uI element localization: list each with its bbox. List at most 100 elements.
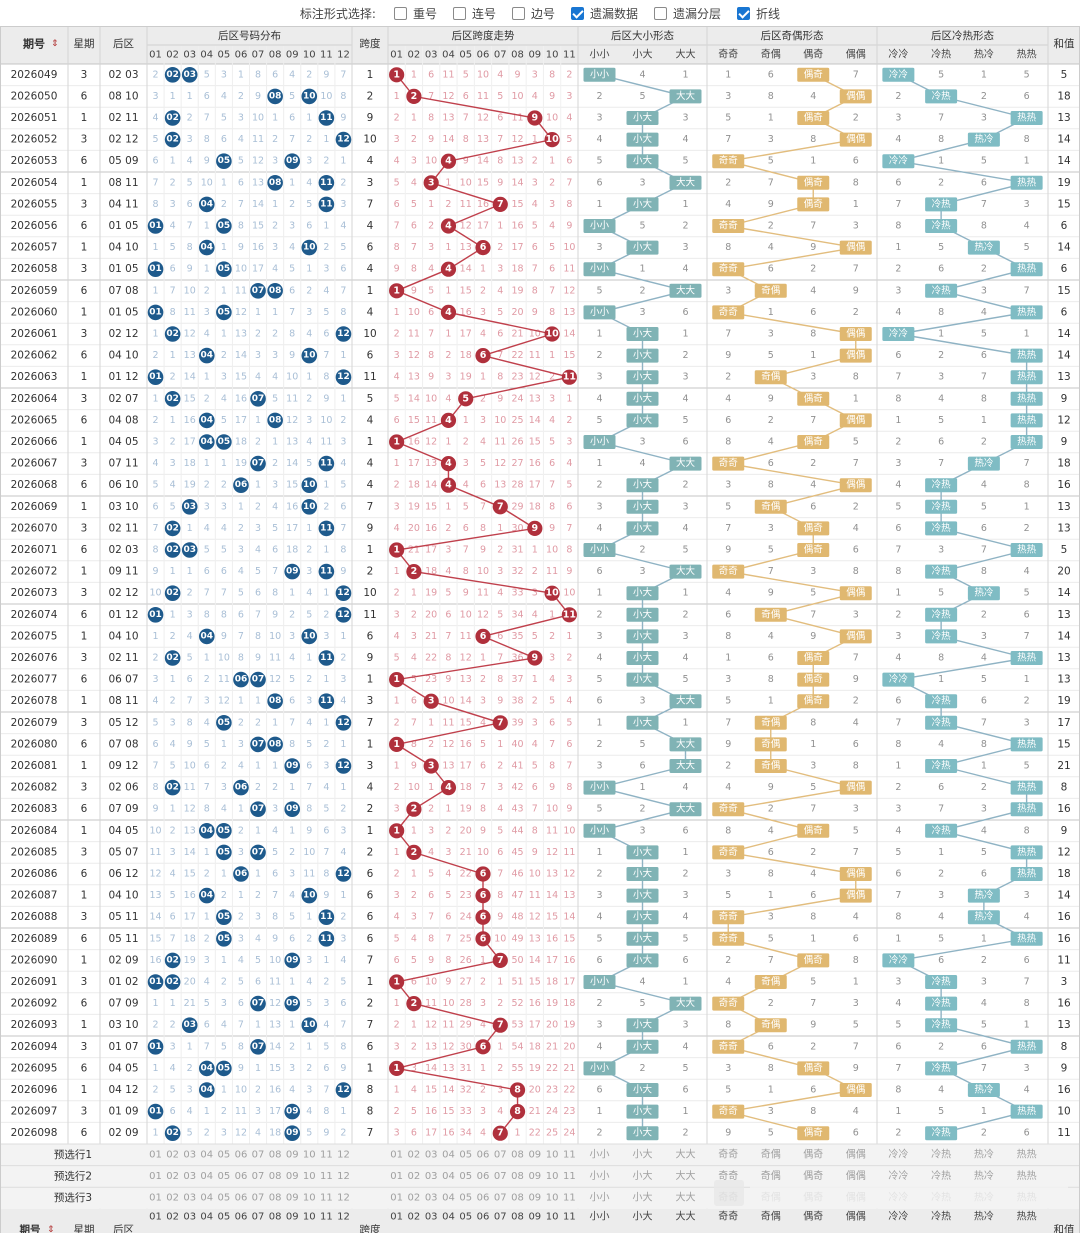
parity-omission: 5 — [853, 1020, 859, 1031]
parity-tag-label: 偶偶 — [846, 90, 865, 102]
omission-value: 9 — [340, 113, 346, 124]
option-1[interactable]: 连号 — [452, 5, 496, 22]
temp-tag-label: 冷冷 — [889, 328, 909, 340]
preselect-parity: 偶偶 — [846, 1169, 866, 1182]
period-header: 期号 — [23, 37, 45, 51]
checkbox-3[interactable] — [571, 6, 585, 20]
parity-omission: 9 — [810, 242, 816, 253]
option-5[interactable]: 折线 — [737, 5, 780, 22]
parity-omission: 3 — [725, 674, 731, 685]
span-omission: 13 — [408, 372, 420, 383]
parity-tag — [712, 305, 745, 320]
checkbox-0[interactable] — [393, 6, 407, 20]
period-cell: 2026056 — [11, 220, 58, 232]
temp-tag-label: 冷热 — [932, 997, 952, 1009]
omission-value: 2 — [289, 199, 295, 210]
omission-value: 4 — [204, 977, 210, 988]
parity-omission: 8 — [725, 437, 731, 448]
option-2[interactable]: 边号 — [512, 5, 555, 22]
size-tag — [669, 175, 702, 190]
size-omission: 6 — [682, 437, 688, 448]
option-0[interactable]: 重号 — [393, 5, 437, 22]
span-omission: 1 — [480, 264, 486, 275]
parity-label: 偶偶 — [846, 48, 866, 61]
sum-cell: 6 — [1061, 220, 1068, 232]
omission-value: 7 — [272, 566, 278, 577]
span-ball — [389, 1060, 405, 1076]
temp-omission: 3 — [981, 631, 987, 642]
back-ball — [267, 736, 283, 753]
omission-value: 5 — [170, 761, 176, 772]
back-ball — [301, 628, 318, 645]
group-header: 后区奇偶形态 — [761, 29, 824, 42]
checkbox-4[interactable] — [654, 6, 668, 20]
back-zone-cell: 01 05 — [108, 306, 138, 318]
span-omission: 12 — [529, 912, 541, 923]
sum-cell: 15 — [1057, 285, 1070, 297]
checkbox-5[interactable] — [737, 6, 751, 20]
span-ball — [492, 1125, 508, 1141]
back-zone-cell: 02 12 — [108, 134, 138, 146]
span-ball-number: 11 — [563, 609, 576, 620]
temp-omission: 3 — [981, 804, 987, 815]
span-omission: 4 — [532, 199, 538, 210]
span-omission: 29 — [460, 1020, 472, 1031]
temp-tag — [882, 953, 915, 968]
temp-omission: 5 — [981, 847, 987, 858]
size-omission: 2 — [682, 869, 688, 880]
omission-value: 4 — [289, 1085, 295, 1096]
omission-value: 3 — [323, 631, 329, 642]
span-ball — [423, 175, 439, 191]
temp-omission: 4 — [1024, 221, 1030, 232]
span-omission: 52 — [511, 998, 523, 1009]
span-omission: 2 — [411, 609, 417, 620]
temp-tag — [882, 67, 915, 82]
preselect-row-2[interactable]: 预选行2 01 02 03 04 05 06 07 08 09 10 11 12 01 02 03 04 05 06… — [54, 1169, 1037, 1183]
back-zone-cell: 04 08 — [108, 414, 138, 426]
omission-value: 1 — [187, 523, 193, 534]
checkbox-2[interactable] — [512, 6, 525, 20]
parity-omission: 4 — [810, 480, 816, 491]
omission-value: 3 — [170, 458, 176, 469]
span-ball-number: 2 — [411, 804, 418, 815]
span-omission: 8 — [480, 804, 486, 815]
omission-value: 13 — [235, 329, 247, 340]
omission-value: 8 — [204, 609, 210, 620]
span-omission: 4 — [480, 1128, 486, 1139]
span-omission: 12 — [563, 869, 575, 880]
back-zone-cell: 04 05 — [108, 436, 138, 448]
span-omission: 1 — [411, 69, 417, 80]
back-ball-number: 07 — [252, 1042, 265, 1052]
sum-cell: 3 — [1061, 976, 1068, 988]
size-omission: 4 — [596, 393, 602, 404]
span-omission: 23 — [511, 372, 523, 383]
parity-tag — [797, 953, 830, 968]
size-omission: 5 — [639, 221, 645, 232]
span-omission: 14 — [511, 177, 523, 188]
parity-tag-label: 奇奇 — [719, 997, 739, 1009]
span-omission: 9 — [463, 588, 469, 599]
back-ball — [147, 1103, 164, 1120]
preselect-row-3[interactable]: 预选行3 01 02 03 04 05 06 07 08 09 10 11 12 01 02 03 04 05 06… — [54, 1191, 1037, 1205]
span-omission: 8 — [566, 545, 572, 556]
preselect-number: 12 — [337, 1149, 350, 1160]
parity-omission: 3 — [768, 134, 774, 145]
preselect-row-1[interactable]: 预选行1 01 02 03 04 05 06 07 08 09 10 11 12 01 02 03 04 05 06… — [54, 1147, 1037, 1161]
span-omission: 25 — [460, 933, 472, 944]
preselect-number: 03 — [183, 1171, 196, 1182]
omission-value: 2 — [170, 825, 176, 836]
span-omission: 6 — [394, 955, 400, 966]
parity-tag-label: 奇奇 — [719, 263, 739, 275]
option-3[interactable]: 遗漏数据 — [571, 5, 638, 22]
span-omission: 10 — [425, 977, 437, 988]
omission-value: 9 — [187, 739, 193, 750]
omission-value: 5 — [238, 156, 244, 167]
temp-tag-label: 热冷 — [974, 911, 994, 923]
period-cell: 2026083 — [11, 803, 58, 815]
temp-omission: 5 — [981, 329, 987, 340]
checkbox-1[interactable] — [452, 6, 466, 20]
option-4[interactable]: 遗漏分层 — [654, 5, 721, 22]
parity-omission: 4 — [810, 869, 816, 880]
preselect-number: 01 — [149, 1171, 162, 1182]
span-cell: 4 — [367, 458, 374, 470]
